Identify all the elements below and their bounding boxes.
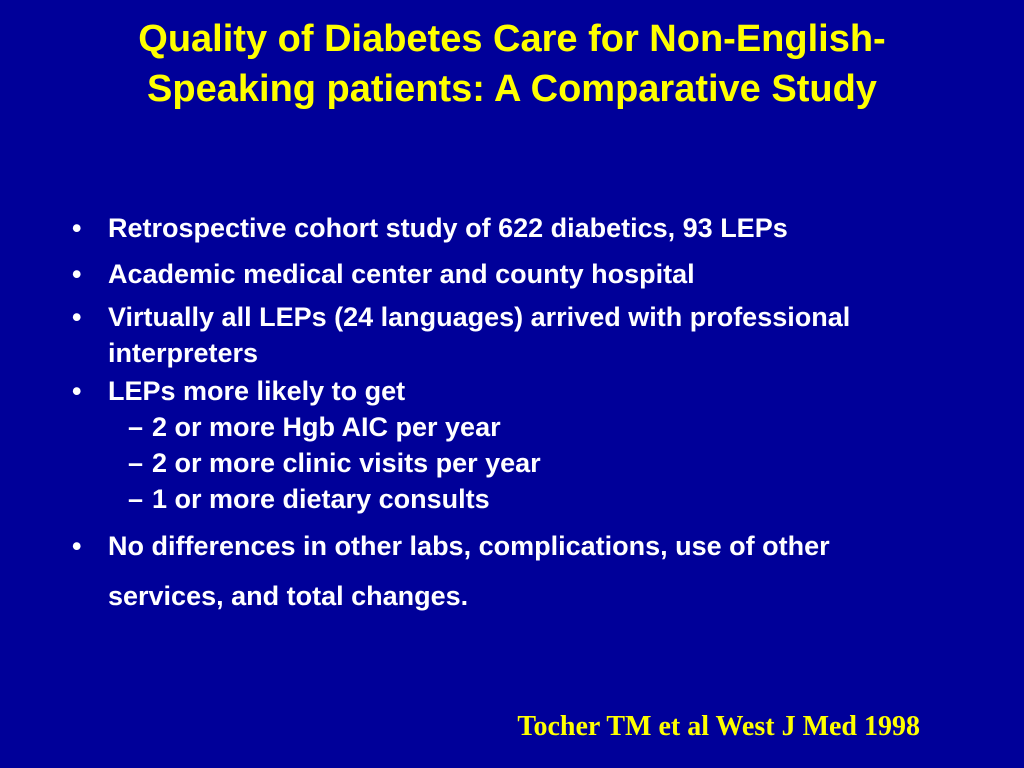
bullet-marker: • [72, 376, 82, 406]
bullet-text: No differences in other labs, complicati… [108, 531, 830, 611]
bullet-marker: • [72, 302, 82, 332]
bullet-item: • Virtually all LEPs (24 languages) arri… [68, 299, 948, 371]
sub-bullet-text: 2 or more clinic visits per year [152, 448, 541, 478]
bullet-marker: • [72, 259, 82, 289]
bullet-text: Virtually all LEPs (24 languages) arrive… [108, 302, 851, 368]
bullet-text: LEPs more likely to get [108, 376, 406, 406]
bullet-item: • Retrospective cohort study of 622 diab… [68, 210, 948, 246]
bullet-marker: • [72, 531, 82, 561]
slide-title: Quality of Diabetes Care for Non-English… [138, 18, 886, 110]
bullet-item: • Academic medical center and county hos… [68, 256, 948, 292]
sub-bullet-item: – 1 or more dietary consults [108, 481, 948, 517]
dash-marker: – [128, 484, 144, 514]
bullet-list: • Retrospective cohort study of 622 diab… [68, 210, 948, 621]
citation: Tocher TM et al West J Med 1998 [517, 711, 920, 742]
dash-marker: – [128, 448, 144, 478]
sub-bullet-text: 1 or more dietary consults [152, 484, 490, 514]
bullet-text: Academic medical center and county hospi… [108, 259, 695, 289]
dash-marker: – [128, 412, 144, 442]
bullet-item: • No differences in other labs, complica… [68, 521, 948, 621]
sub-bullet-item: – 2 or more Hgb AIC per year [108, 409, 948, 445]
bullet-marker: • [72, 213, 82, 243]
sub-bullet-item: – 2 or more clinic visits per year [108, 445, 948, 481]
bullet-text: Retrospective cohort study of 622 diabet… [108, 213, 788, 243]
bullet-item: • LEPs more likely to get – 2 or more Hg… [68, 373, 948, 517]
sub-bullet-list: – 2 or more Hgb AIC per year – 2 or more… [108, 409, 948, 517]
sub-bullet-text: 2 or more Hgb AIC per year [152, 412, 501, 442]
